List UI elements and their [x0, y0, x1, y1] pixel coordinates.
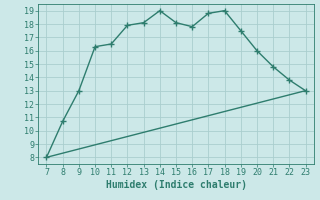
X-axis label: Humidex (Indice chaleur): Humidex (Indice chaleur): [106, 180, 246, 190]
